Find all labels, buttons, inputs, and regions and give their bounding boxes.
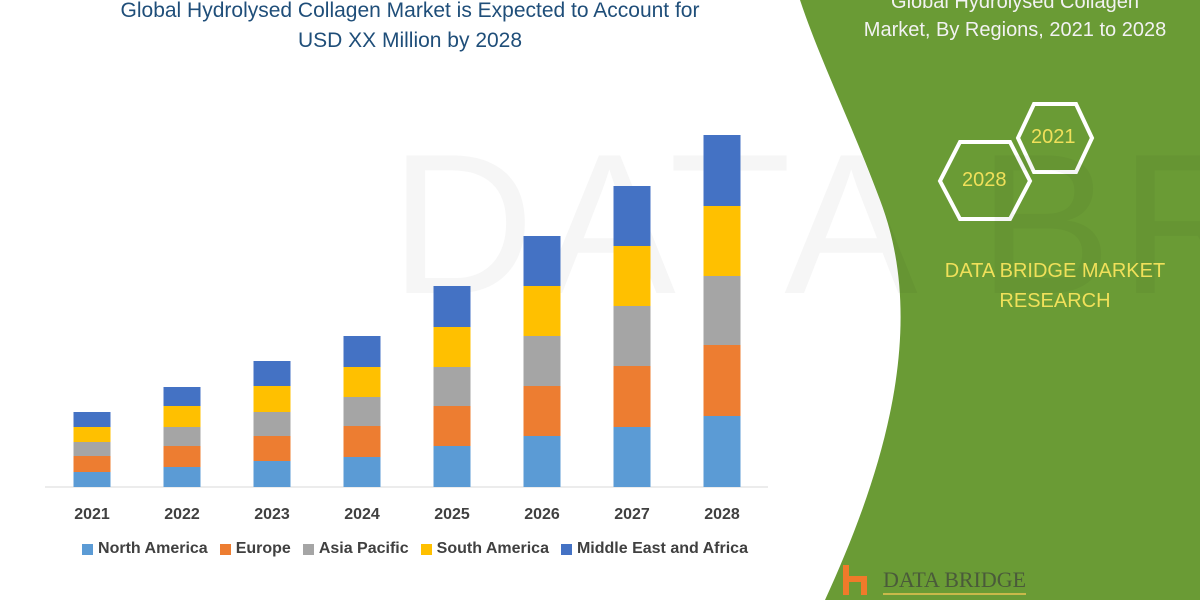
chart-title-line1: Global Hydrolysed Collagen Market is Exp… [120, 0, 700, 22]
logo-text: DATA BRIDGE [883, 567, 1027, 595]
bar-2025-north-america [433, 446, 471, 487]
x-tick-label: 2023 [254, 506, 290, 523]
bar-2024-north-america [343, 457, 381, 487]
x-tick-label: 2021 [74, 506, 110, 523]
hex-label-2028: 2028 [962, 169, 1007, 191]
legend-swatch [420, 543, 432, 555]
x-tick-label: 2024 [344, 506, 380, 523]
bar-2024-south-america [343, 367, 381, 397]
x-tick-label: 2026 [524, 506, 560, 523]
bar-2024-middle-east-and-africa [343, 336, 381, 367]
bar-2026-north-america [523, 436, 561, 487]
logo: DATA BRIDGE [838, 565, 1038, 605]
x-tick-label: 2028 [704, 506, 740, 523]
legend-swatch [219, 543, 231, 555]
stacked-bar-chart: 2021 2022 2023 2024 2025 2026 2027 2028 [45, 135, 768, 523]
logo-b-icon [843, 565, 867, 595]
bar-2021-asia-pacific [73, 442, 111, 456]
bar-2026-europe [523, 386, 561, 436]
legend-label: North America [98, 540, 208, 557]
legend: North America Europe Asia Pacific South Ame… [0, 540, 830, 558]
bar-2027-south-america [613, 246, 651, 306]
hex-2028-icon [937, 140, 1033, 221]
legend-swatch [82, 543, 94, 555]
legend-item: Middle East and Africa [560, 540, 748, 558]
side-title-line1: Global Hydrolysed Collagen [891, 0, 1139, 13]
bar-2025-middle-east-and-africa [433, 286, 471, 327]
bar-2023-south-america [253, 386, 291, 412]
hex-2021-icon [1015, 102, 1095, 174]
bar-2028-south-america [703, 206, 741, 276]
legend-label: Europe [235, 540, 291, 557]
bar-2021-middle-east-and-africa [73, 412, 111, 427]
bar-2026-middle-east-and-africa [523, 236, 561, 286]
bar-2022-europe [163, 446, 201, 467]
bar-2022-asia-pacific [163, 427, 201, 446]
bar-2023-asia-pacific [253, 412, 291, 436]
bar-2028-europe [703, 345, 741, 416]
legend-item: North America [82, 540, 208, 558]
bar-2021-south-america [73, 427, 111, 442]
brand-line2: RESEARCH [999, 290, 1111, 312]
bar-2023-middle-east-and-africa [253, 361, 291, 386]
side-title: Global Hydrolysed Collagen Market, By Re… [835, 0, 1195, 44]
legend-swatch [302, 543, 314, 555]
bar-2028-north-america [703, 416, 741, 487]
legend-label: Middle East and Africa [576, 540, 748, 557]
bar-2022-north-america [163, 467, 201, 487]
bar-2025-asia-pacific [433, 367, 471, 406]
bar-2027-asia-pacific [613, 306, 651, 366]
x-tick-label: 2027 [614, 506, 650, 523]
bar-2027-middle-east-and-africa [613, 186, 651, 246]
bar-2023-europe [253, 436, 291, 461]
bar-2024-europe [343, 426, 381, 457]
x-tick-label: 2022 [164, 506, 200, 523]
legend-swatch [560, 543, 572, 555]
legend-item: Europe [219, 540, 291, 558]
bar-2025-europe [433, 406, 471, 446]
bar-2021-north-america [73, 472, 111, 487]
legend-item: Asia Pacific [302, 540, 409, 558]
hex-label-2021: 2021 [1031, 126, 1076, 148]
bar-2026-asia-pacific [523, 336, 561, 386]
bar-2028-asia-pacific [703, 276, 741, 345]
bar-2023-north-america [253, 461, 291, 487]
bar-2026-south-america [523, 286, 561, 336]
bar-2022-middle-east-and-africa [163, 387, 201, 406]
bar-2025-south-america [433, 327, 471, 367]
bar-2028-middle-east-and-africa [703, 135, 741, 206]
chart-title: Global Hydrolysed Collagen Market is Exp… [60, 0, 760, 56]
bar-2027-north-america [613, 427, 651, 487]
side-title-line2: Market, By Regions, 2021 to 2028 [863, 19, 1167, 41]
bar-2024-asia-pacific [343, 397, 381, 426]
bar-2021-europe [73, 456, 111, 472]
x-tick-label: 2025 [434, 506, 470, 523]
chart-title-line2: USD XX Million by 2028 [297, 29, 523, 52]
brand-line1: DATA BRIDGE MARKET [944, 260, 1166, 282]
legend-label: Asia Pacific [318, 540, 409, 557]
legend-label: South America [436, 540, 549, 557]
legend-item: South America [420, 540, 549, 558]
bar-2022-south-america [163, 406, 201, 427]
brand-text: DATA BRIDGE MARKET RESEARCH [910, 256, 1200, 316]
bar-2027-europe [613, 366, 651, 427]
